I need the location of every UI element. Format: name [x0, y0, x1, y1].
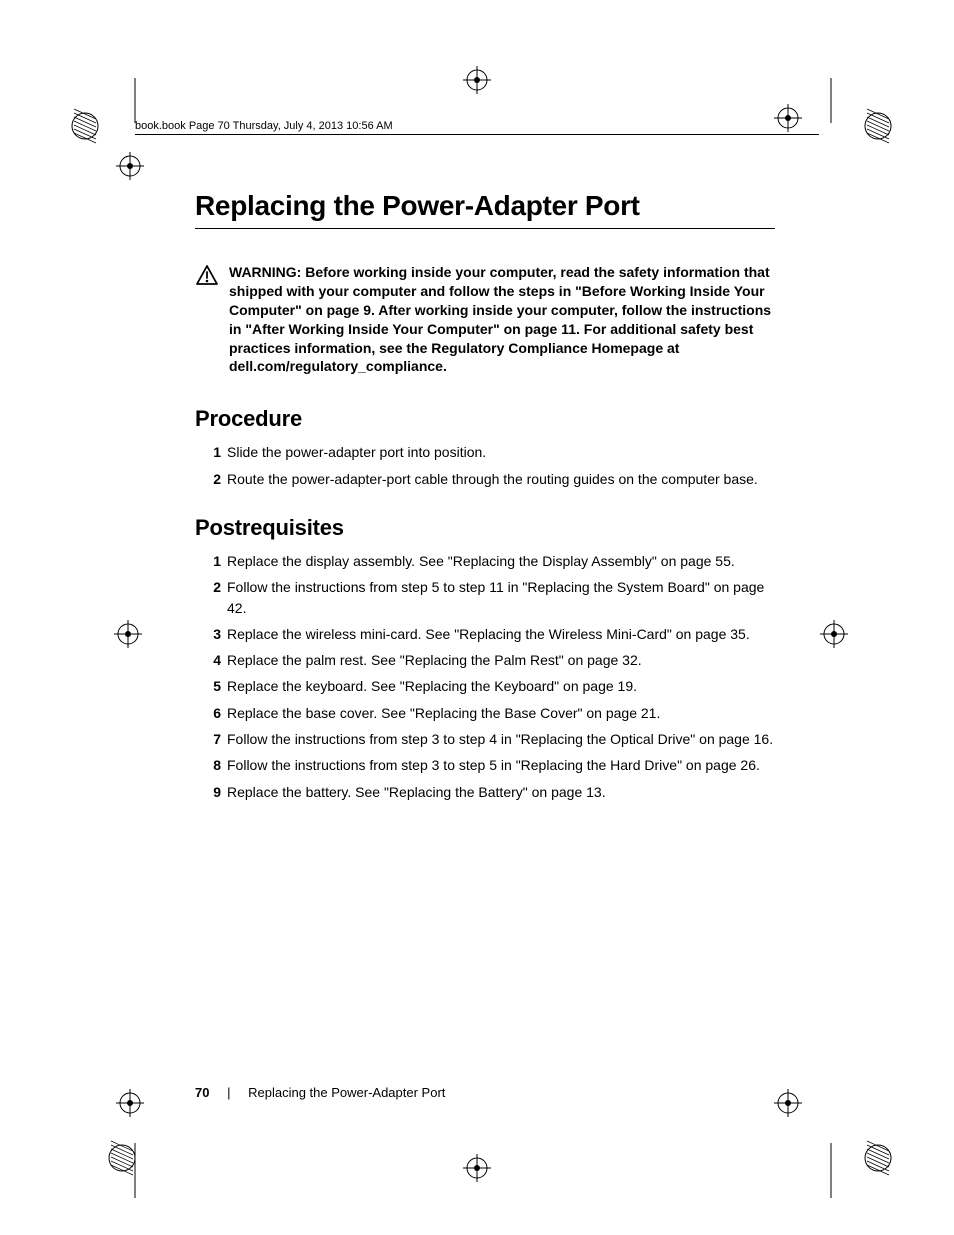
crop-mark-icon	[60, 78, 220, 198]
list-item: Follow the instructions from step 3 to s…	[195, 755, 775, 775]
list-item: Replace the keyboard. See "Replacing the…	[195, 676, 775, 696]
title-underline	[195, 228, 775, 229]
list-item: Replace the base cover. See "Replacing t…	[195, 703, 775, 723]
list-item: Replace the palm rest. See "Replacing th…	[195, 650, 775, 670]
warning-block: WARNING: Before working inside your comp…	[195, 263, 775, 376]
warning-text: WARNING: Before working inside your comp…	[229, 263, 775, 376]
list-item: Replace the battery. See "Replacing the …	[195, 782, 775, 802]
crop-mark-icon	[108, 614, 148, 654]
page-header-stamp: book.book Page 70 Thursday, July 4, 2013…	[135, 120, 819, 135]
list-item: Route the power-adapter-port cable throu…	[195, 469, 775, 489]
page-title: Replacing the Power-Adapter Port	[195, 190, 775, 222]
warning-icon	[195, 264, 219, 376]
procedure-heading: Procedure	[195, 406, 775, 432]
warning-body: Before working inside your computer, rea…	[229, 264, 771, 374]
footer-separator: |	[227, 1085, 230, 1100]
crop-mark-icon	[766, 1078, 906, 1198]
page-footer: 70 | Replacing the Power-Adapter Port	[195, 1085, 445, 1100]
list-item: Replace the wireless mini-card. See "Rep…	[195, 624, 775, 644]
footer-chapter: Replacing the Power-Adapter Port	[248, 1085, 445, 1100]
crop-mark-icon	[814, 614, 854, 654]
list-item: Follow the instructions from step 3 to s…	[195, 729, 775, 749]
crop-mark-icon	[457, 60, 497, 100]
page-number: 70	[195, 1085, 209, 1100]
list-item: Follow the instructions from step 5 to s…	[195, 577, 775, 618]
page-content: Replacing the Power-Adapter Port WARNING…	[195, 190, 775, 828]
crop-mark-icon	[457, 1148, 497, 1188]
postrequisites-steps: Replace the display assembly. See "Repla…	[195, 551, 775, 802]
header-stamp-text: book.book Page 70 Thursday, July 4, 2013…	[135, 120, 393, 132]
procedure-steps: Slide the power-adapter port into positi…	[195, 442, 775, 489]
crop-mark-icon	[766, 78, 906, 198]
warning-label: WARNING:	[229, 264, 301, 280]
postrequisites-heading: Postrequisites	[195, 515, 775, 541]
list-item: Replace the display assembly. See "Repla…	[195, 551, 775, 571]
list-item: Slide the power-adapter port into positi…	[195, 442, 775, 462]
